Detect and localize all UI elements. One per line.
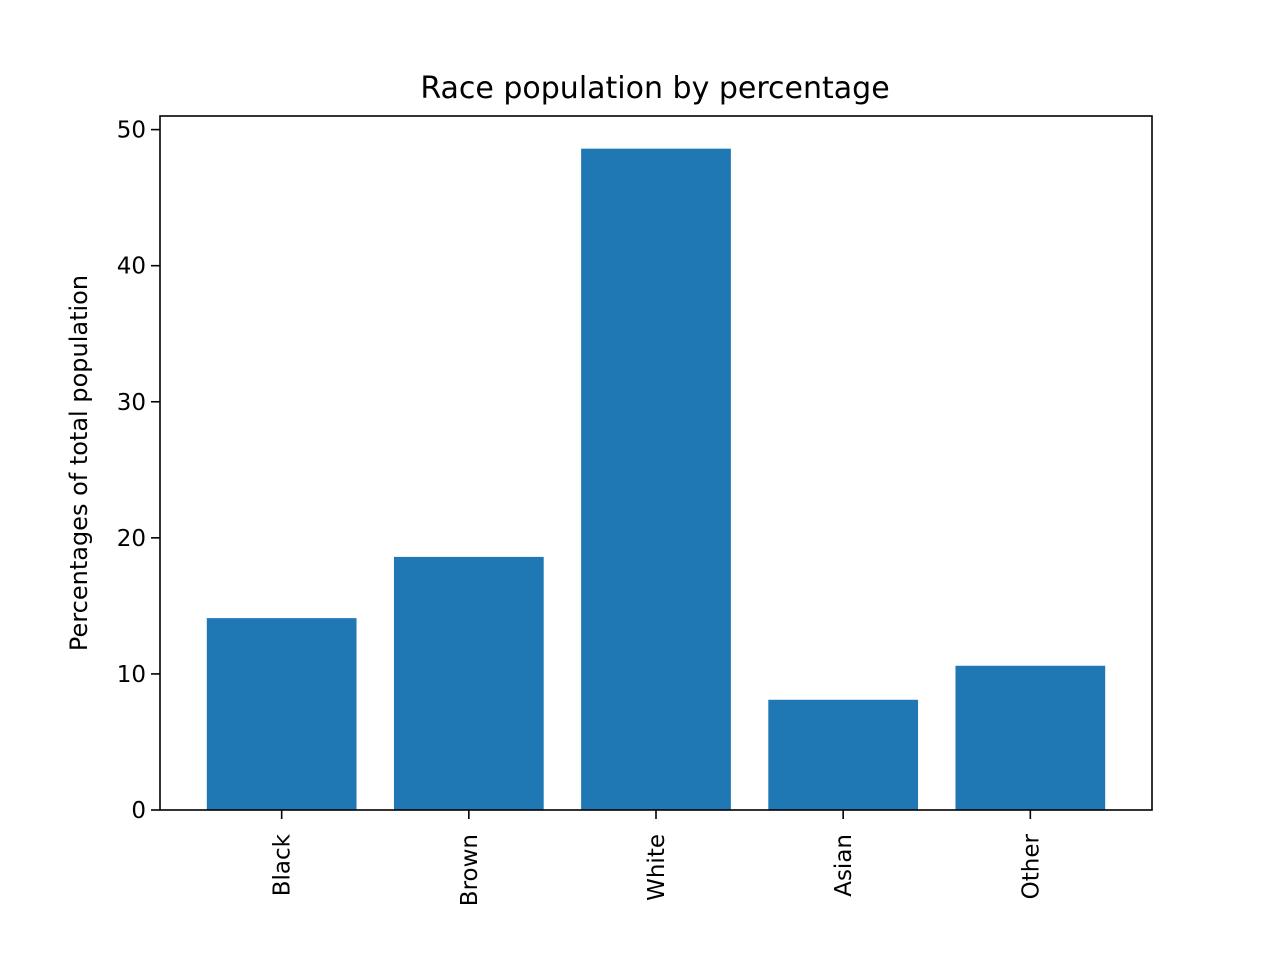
bar-brown <box>393 556 544 810</box>
x-tick-label-other: Other <box>1018 833 1044 899</box>
y-tick-label: 0 <box>131 798 146 824</box>
y-tick-label: 10 <box>117 662 146 688</box>
bar-black <box>206 618 357 810</box>
bars-group <box>206 148 1106 811</box>
bar-asian <box>768 699 919 810</box>
x-tick-label-white: White <box>644 834 670 901</box>
chart-title: Race population by percentage <box>420 71 889 106</box>
y-axis-ticks: 0 10 20 30 40 50 <box>117 118 160 824</box>
x-tick-label-brown: Brown <box>457 834 483 906</box>
y-tick-label: 50 <box>117 118 146 144</box>
y-tick-label: 30 <box>117 390 146 416</box>
x-tick-label-asian: Asian <box>831 834 857 897</box>
x-tick-label-black: Black <box>270 833 296 896</box>
y-tick-label: 40 <box>117 254 146 280</box>
y-axis-label: Percentages of total population <box>65 275 93 651</box>
y-tick-label: 20 <box>117 526 146 552</box>
bar-white <box>581 148 731 811</box>
bar-other <box>955 665 1106 810</box>
x-axis-ticks: Black Brown White Asian Other <box>270 810 1044 906</box>
plot-area-frame <box>159 115 1153 811</box>
